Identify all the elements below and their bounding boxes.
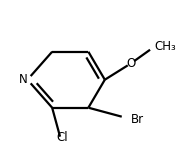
- Text: N: N: [19, 73, 27, 86]
- Text: O: O: [127, 57, 136, 70]
- Text: Cl: Cl: [56, 131, 68, 144]
- Text: Br: Br: [131, 113, 144, 126]
- Text: CH₃: CH₃: [154, 40, 176, 53]
